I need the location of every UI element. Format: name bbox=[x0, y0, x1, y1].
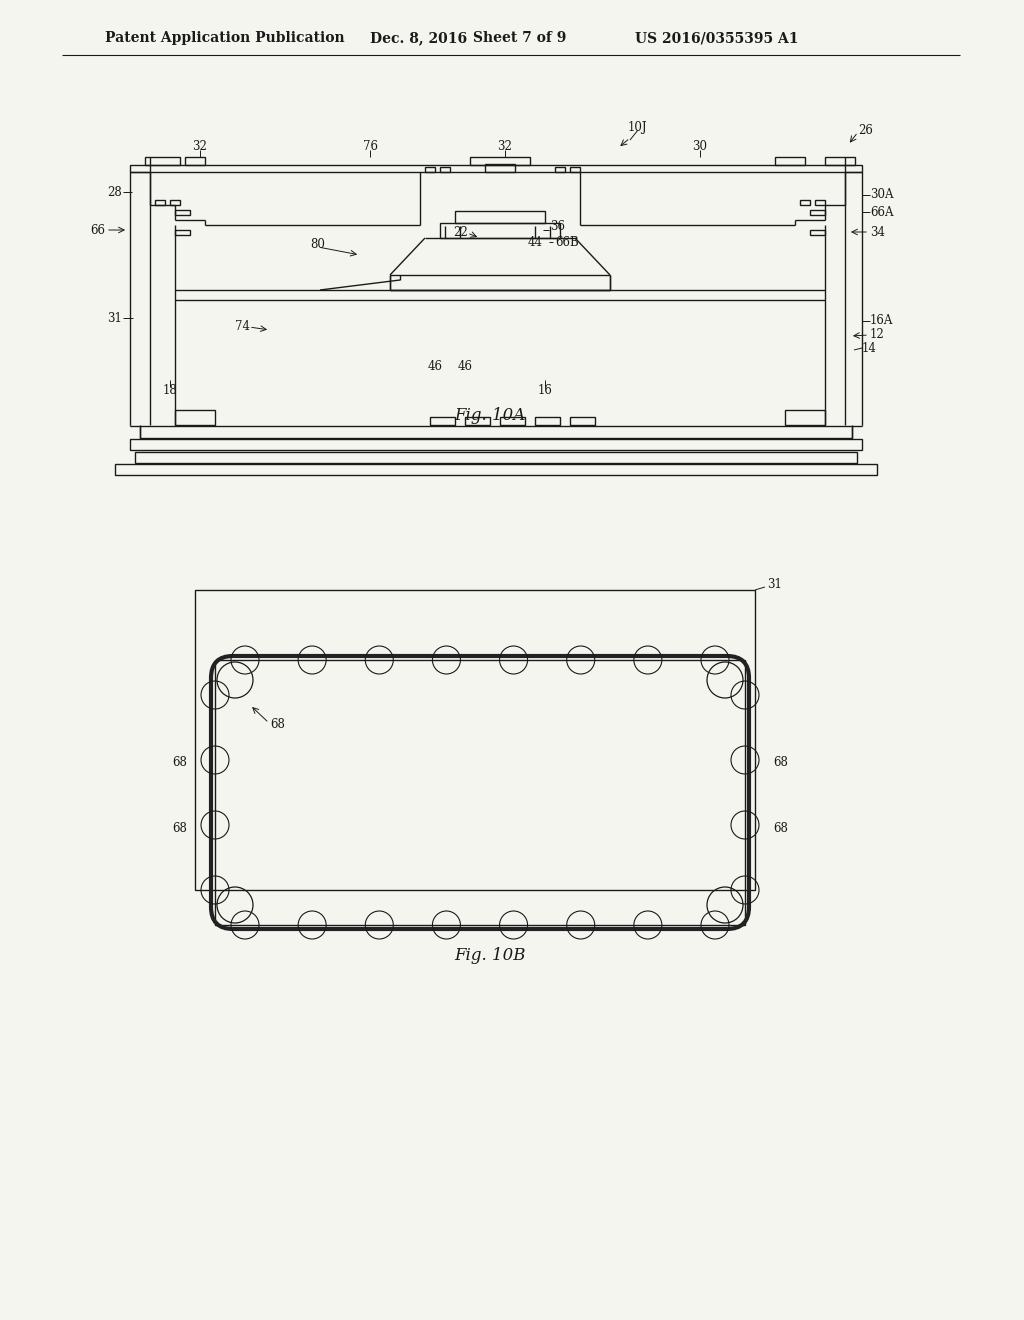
Text: 68: 68 bbox=[773, 821, 787, 834]
Text: 14: 14 bbox=[862, 342, 877, 355]
Bar bbox=[175, 230, 190, 235]
Text: 76: 76 bbox=[362, 140, 378, 153]
Bar bbox=[135, 451, 857, 463]
Text: 30: 30 bbox=[692, 140, 708, 153]
Text: Patent Application Publication: Patent Application Publication bbox=[105, 30, 345, 45]
Text: Dec. 8, 2016: Dec. 8, 2016 bbox=[370, 30, 467, 45]
Text: 66B: 66B bbox=[555, 235, 579, 248]
Bar bbox=[170, 201, 180, 205]
Text: 18: 18 bbox=[163, 384, 177, 396]
Bar bbox=[195, 590, 755, 890]
Bar bbox=[485, 164, 515, 172]
Text: 22: 22 bbox=[454, 226, 468, 239]
Text: 46: 46 bbox=[458, 360, 472, 374]
Text: 28: 28 bbox=[108, 186, 122, 198]
Text: 34: 34 bbox=[870, 226, 885, 239]
Bar bbox=[570, 168, 580, 172]
Text: 68: 68 bbox=[773, 756, 787, 770]
Bar bbox=[465, 417, 490, 425]
Bar bbox=[155, 201, 165, 205]
Text: 68: 68 bbox=[270, 718, 285, 731]
Text: 26: 26 bbox=[858, 124, 872, 136]
Bar bbox=[175, 210, 190, 215]
Bar bbox=[440, 223, 560, 238]
Text: Fig. 10A: Fig. 10A bbox=[455, 407, 525, 424]
Bar bbox=[815, 201, 825, 205]
Text: 44: 44 bbox=[528, 235, 543, 248]
Bar bbox=[785, 411, 825, 425]
Text: 12: 12 bbox=[870, 329, 885, 342]
Text: 16: 16 bbox=[538, 384, 552, 396]
Bar bbox=[500, 417, 525, 425]
Text: 68: 68 bbox=[172, 756, 187, 770]
Text: 30A: 30A bbox=[870, 189, 894, 202]
Text: 66A: 66A bbox=[870, 206, 894, 219]
Text: 46: 46 bbox=[427, 360, 442, 374]
Bar bbox=[215, 660, 745, 925]
Bar bbox=[810, 210, 825, 215]
Text: 66: 66 bbox=[90, 223, 105, 236]
Bar bbox=[140, 426, 852, 438]
Bar bbox=[555, 168, 565, 172]
Bar bbox=[440, 168, 450, 172]
Text: Fig. 10B: Fig. 10B bbox=[455, 946, 525, 964]
Text: 74: 74 bbox=[234, 321, 250, 334]
Text: 10J: 10J bbox=[628, 120, 647, 133]
Bar bbox=[825, 157, 855, 165]
Text: 32: 32 bbox=[193, 140, 208, 153]
Bar bbox=[810, 230, 825, 235]
Bar bbox=[425, 168, 435, 172]
Bar bbox=[430, 417, 455, 425]
Bar bbox=[570, 417, 595, 425]
Text: 16A: 16A bbox=[870, 314, 893, 327]
Bar bbox=[115, 465, 877, 475]
Bar bbox=[185, 157, 205, 165]
Bar bbox=[800, 201, 810, 205]
Bar bbox=[535, 417, 560, 425]
Text: US 2016/0355395 A1: US 2016/0355395 A1 bbox=[635, 30, 799, 45]
Text: 80: 80 bbox=[310, 239, 325, 252]
Bar bbox=[455, 211, 545, 223]
Bar bbox=[145, 157, 180, 165]
Bar bbox=[130, 440, 862, 450]
Text: Sheet 7 of 9: Sheet 7 of 9 bbox=[473, 30, 566, 45]
Text: 31: 31 bbox=[108, 312, 122, 325]
Text: 68: 68 bbox=[172, 821, 187, 834]
Text: 32: 32 bbox=[498, 140, 512, 153]
Bar bbox=[130, 165, 862, 172]
Bar bbox=[175, 411, 215, 425]
Bar bbox=[775, 157, 805, 165]
Text: 36: 36 bbox=[550, 220, 565, 234]
Bar bbox=[470, 157, 530, 165]
Text: 31: 31 bbox=[767, 578, 782, 591]
